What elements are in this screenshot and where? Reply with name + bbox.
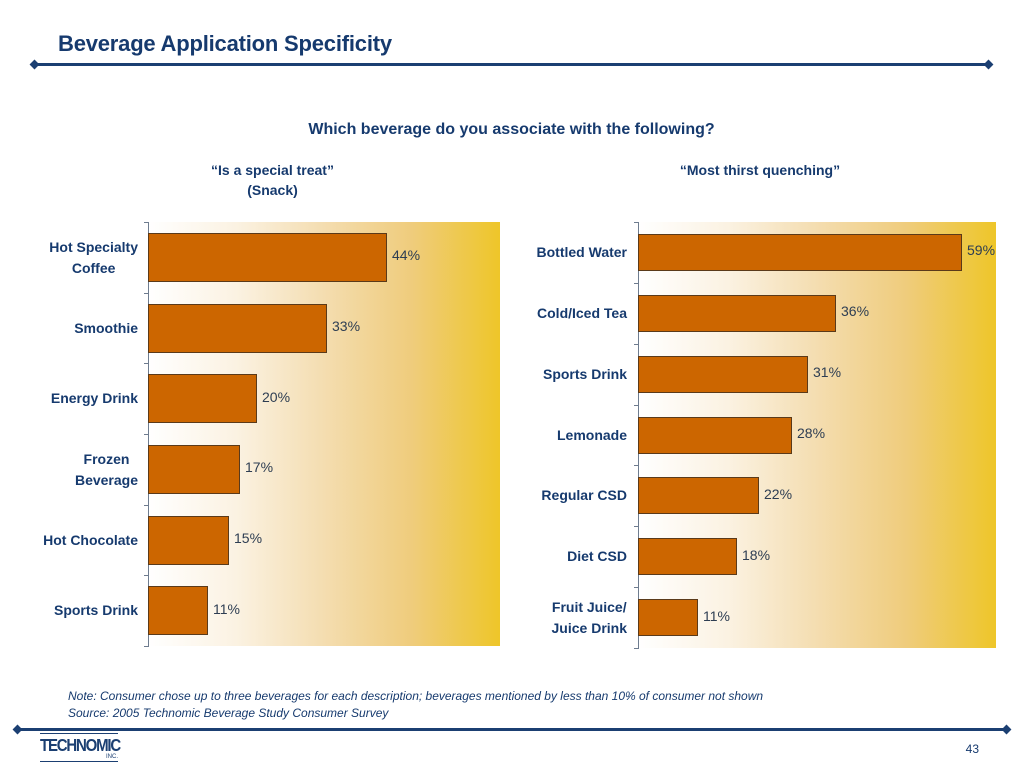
category-label-text: Smoothie	[74, 320, 138, 336]
data-label: 20%	[262, 389, 291, 405]
bar	[148, 445, 240, 494]
category-label-text: Sports Drink	[53, 602, 138, 618]
axis-tick	[634, 587, 639, 588]
page-number: 43	[965, 742, 979, 756]
logo-bottom-line	[40, 761, 118, 762]
bar	[638, 538, 737, 575]
category-label: Smoothie	[10, 293, 138, 364]
axis-tick	[144, 646, 149, 647]
logo-wordmark: TECHNOMIC	[40, 736, 121, 756]
axis-tick	[144, 505, 149, 506]
bar	[148, 233, 387, 282]
category-label-text: Regular CSD	[541, 487, 627, 503]
axis-tick	[144, 222, 149, 223]
left-chart-title-text: “Is a special treat”	[211, 162, 334, 178]
axis-tick	[634, 344, 639, 345]
axis-tick	[144, 363, 149, 364]
data-label: 59%	[967, 242, 996, 258]
data-label: 11%	[213, 601, 240, 617]
axis-tick	[634, 465, 639, 466]
category-label-text: Energy Drink	[50, 390, 138, 406]
data-label: 31%	[813, 364, 842, 380]
title-rule	[34, 63, 988, 66]
bar	[638, 599, 698, 636]
axis-tick	[634, 405, 639, 406]
bar	[638, 234, 962, 271]
category-label-text: Cold/Iced Tea	[537, 305, 627, 321]
category-label: Lemonade	[505, 405, 627, 466]
bar	[638, 295, 836, 332]
right-chart-title: “Most thirst quenching”	[630, 160, 890, 180]
data-label: 33%	[332, 318, 361, 334]
left-chart-title: “Is a special treat” (Snack)	[150, 160, 395, 200]
category-label: Cold/Iced Tea	[505, 283, 627, 344]
axis-tick	[634, 648, 639, 649]
category-label: Sports Drink	[505, 344, 627, 405]
category-label: Hot Chocolate	[10, 505, 138, 576]
data-label: 28%	[797, 425, 826, 441]
axis-tick	[144, 434, 149, 435]
data-label: 15%	[234, 530, 263, 546]
footer-rule	[17, 728, 1007, 731]
survey-question: Which beverage do you associate with the…	[308, 121, 715, 138]
footnote-source: Source: 2005 Technomic Beverage Study Co…	[68, 706, 389, 720]
category-label-text: Hot Chocolate	[43, 532, 138, 548]
category-label-text: Frozen Beverage	[74, 450, 138, 488]
category-label-text: Hot Specialty Coffee	[49, 238, 138, 276]
category-label: Diet CSD	[505, 526, 627, 587]
category-label-text: Sports Drink	[542, 366, 627, 382]
rule-diamond-right-icon	[983, 59, 994, 70]
category-label: Regular CSD	[505, 465, 627, 526]
category-label: Sports Drink	[10, 575, 138, 646]
bar	[148, 586, 208, 635]
footnote-note: Note: Consumer chose up to three beverag…	[68, 689, 764, 703]
axis-tick	[144, 575, 149, 576]
category-label: Fruit Juice/Juice Drink	[505, 587, 627, 648]
category-label-text: Lemonade	[556, 427, 627, 443]
bar	[638, 356, 808, 393]
footer-diamond-right-icon	[1001, 724, 1012, 735]
axis-tick	[634, 222, 639, 223]
data-label: 18%	[742, 547, 771, 563]
bar	[148, 374, 257, 423]
category-label: Bottled Water	[505, 222, 627, 283]
data-label: 22%	[764, 486, 793, 502]
category-label-text: Diet CSD	[567, 548, 627, 564]
category-label: Hot Specialty Coffee	[10, 222, 138, 293]
data-label: 44%	[392, 247, 421, 263]
category-label-text: Fruit Juice/Juice Drink	[551, 598, 627, 636]
data-label: 36%	[841, 303, 870, 319]
slide-title: Beverage Application Specificity	[58, 31, 392, 56]
axis-tick	[144, 293, 149, 294]
data-label: 17%	[245, 459, 274, 475]
category-label: Energy Drink	[10, 363, 138, 434]
technomic-logo: TECHNOMIC INC.	[40, 733, 121, 763]
left-chart-subtitle: (Snack)	[247, 182, 298, 198]
bar	[148, 304, 327, 353]
bar	[638, 477, 759, 514]
bar	[148, 516, 229, 565]
chart-background-gradient	[148, 222, 500, 646]
right-chart-title-text: “Most thirst quenching”	[679, 162, 841, 178]
bar	[638, 417, 792, 454]
axis-tick	[634, 526, 639, 527]
axis-tick	[634, 283, 639, 284]
category-label: Frozen Beverage	[10, 434, 138, 505]
data-label: 11%	[703, 608, 730, 624]
category-label-text: Bottled Water	[536, 244, 627, 260]
logo-top-line	[40, 733, 118, 734]
logo-suffix: INC.	[106, 754, 118, 760]
